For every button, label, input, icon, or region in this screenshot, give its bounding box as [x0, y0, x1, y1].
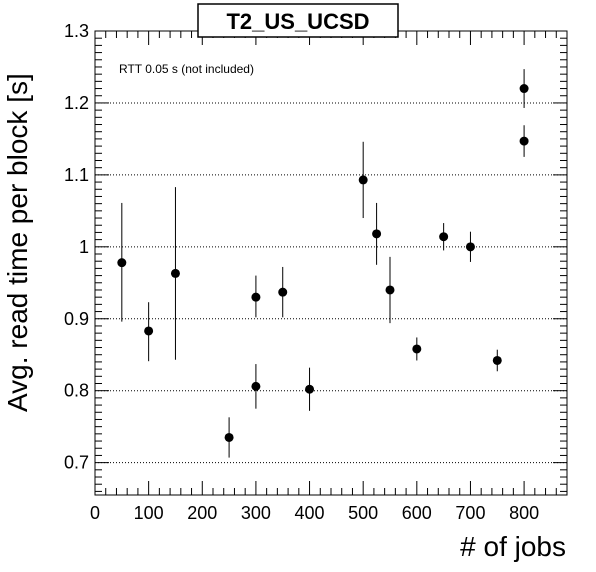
x-tick-label: 400 — [295, 503, 325, 523]
data-point — [278, 287, 288, 297]
data-point — [170, 268, 180, 278]
data-point — [251, 292, 261, 302]
grid — [95, 30, 567, 464]
x-tick-label: 100 — [134, 503, 164, 523]
rtt-annotation: RTT 0.05 s (not included) — [119, 62, 254, 76]
data-point — [358, 175, 368, 185]
y-tick-label: 1.2 — [64, 93, 89, 113]
x-tick-label: 300 — [241, 503, 271, 523]
data-point — [465, 242, 475, 252]
data-point — [224, 432, 234, 442]
data-point — [439, 232, 449, 242]
x-tick-labels: 0 100 200 300 400 500 600 700 800 — [90, 503, 539, 523]
data-point — [385, 285, 395, 295]
x-tick-label: 600 — [402, 503, 432, 523]
y-tick-label: 0.8 — [64, 381, 89, 401]
x-tick-label: 700 — [455, 503, 485, 523]
x-tick-label: 0 — [90, 503, 100, 523]
data-point — [372, 229, 382, 239]
x-tick-label: 500 — [348, 503, 378, 523]
data-point — [492, 355, 502, 365]
data-point — [519, 84, 529, 94]
data-points — [117, 69, 529, 458]
y-tick-labels: 0.7 0.8 0.9 1 1.1 1.2 1.3 — [64, 21, 89, 473]
data-point — [144, 326, 154, 336]
y-tick-label: 1.1 — [64, 165, 89, 185]
x-tick-label: 800 — [509, 503, 539, 523]
x-tick-label: 200 — [187, 503, 217, 523]
y-tick-label: 0.9 — [64, 309, 89, 329]
title-box — [197, 3, 399, 38]
plot-frame — [94, 30, 568, 496]
data-point — [412, 344, 422, 354]
y-tick-label: 1 — [79, 237, 89, 257]
data-point — [305, 384, 315, 394]
y-tick-label: 1.3 — [64, 21, 89, 41]
data-point — [117, 258, 127, 268]
x-axis-title: # of jobs — [460, 531, 566, 562]
y-axis-title: Avg. read time per block [s] — [2, 73, 33, 412]
y-tick-label: 0.7 — [64, 453, 89, 473]
chart-title: T2_US_UCSD — [226, 9, 369, 34]
data-point — [251, 381, 261, 391]
data-point — [519, 136, 529, 146]
